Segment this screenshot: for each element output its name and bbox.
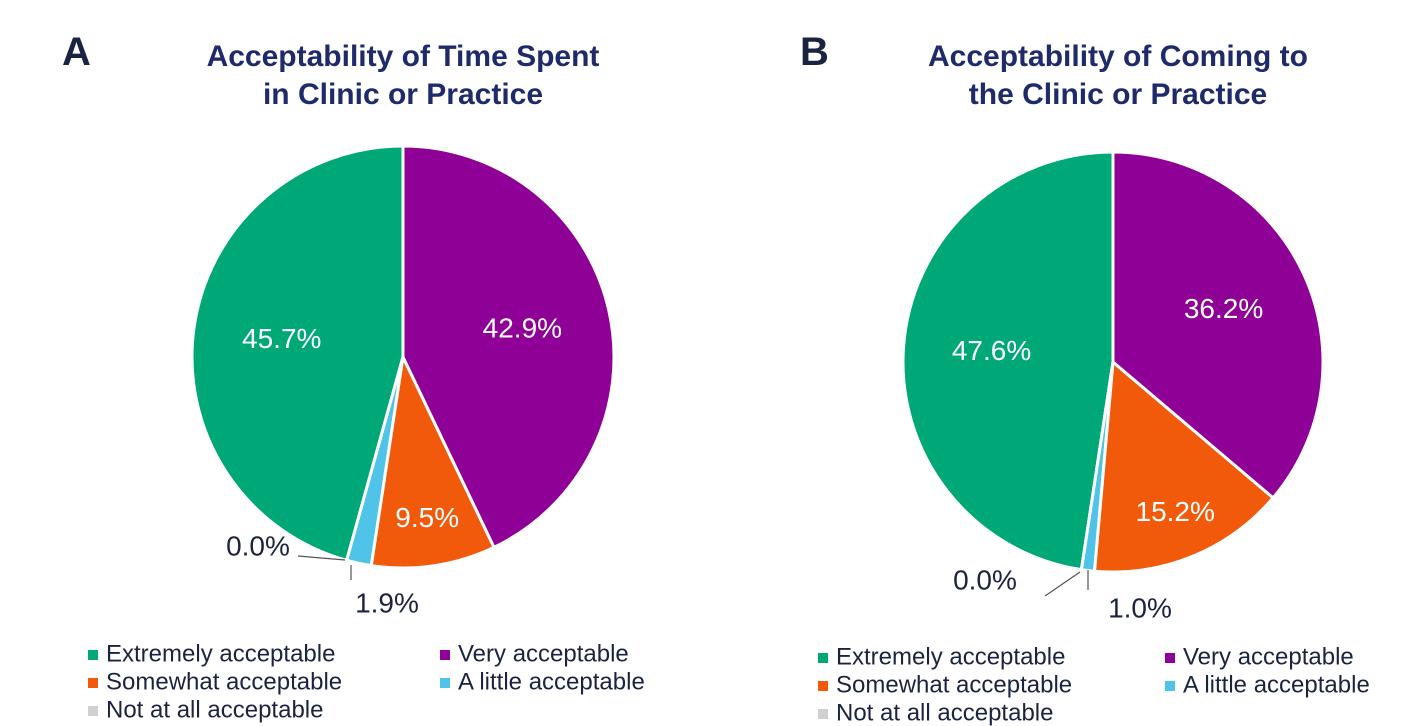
data-label: 15.2% <box>1136 496 1215 527</box>
data-label: 36.2% <box>1184 293 1263 324</box>
pie-slice <box>369 351 497 570</box>
data-label: 45.7% <box>242 323 321 354</box>
pie-slice <box>1111 150 1325 500</box>
legend-label: Not at all acceptable <box>106 696 323 723</box>
data-label: 1.9% <box>355 587 419 618</box>
legend-label: Extremely acceptable <box>836 643 1065 670</box>
legend-label: Not at all acceptable <box>836 699 1053 726</box>
legend-swatch <box>818 653 828 663</box>
pie-slice <box>190 144 405 563</box>
chart-title: Acceptability of Time Spent in Clinic or… <box>206 40 600 111</box>
legend-swatch <box>88 706 98 716</box>
data-label: 9.5% <box>395 502 459 533</box>
legend-swatch <box>1165 653 1175 663</box>
data-label: 47.6% <box>952 335 1031 366</box>
legend-label: Somewhat acceptable <box>106 668 342 695</box>
legend-label: Very acceptable <box>1183 643 1354 670</box>
pie-slice <box>901 150 1115 572</box>
legend-swatch <box>88 678 98 688</box>
data-label: 1.0% <box>1108 592 1172 623</box>
data-label: 0.0% <box>953 564 1017 595</box>
legend-label: A little acceptable <box>458 668 645 695</box>
legend-label: Extremely acceptable <box>106 640 335 667</box>
panel-letter: A <box>62 30 91 74</box>
legend-swatch <box>1165 681 1175 691</box>
legend-swatch <box>818 681 828 691</box>
legend-swatch <box>88 650 98 660</box>
chart-title: Acceptability of Coming to the Clinic or… <box>927 40 1308 111</box>
data-label: 42.9% <box>483 312 562 343</box>
legend-swatch <box>440 650 450 660</box>
legend-swatch <box>440 678 450 688</box>
legend-swatch <box>818 709 828 719</box>
legend-label: Somewhat acceptable <box>836 671 1072 698</box>
data-label: 0.0% <box>226 530 290 561</box>
legend-label: A little acceptable <box>1183 671 1370 698</box>
panel-letter: B <box>800 30 829 74</box>
leader-line <box>297 555 346 561</box>
legend-label: Very acceptable <box>458 640 629 667</box>
leader-line <box>1044 571 1081 597</box>
pie-slice <box>401 144 616 550</box>
pie-slice <box>1092 358 1276 574</box>
